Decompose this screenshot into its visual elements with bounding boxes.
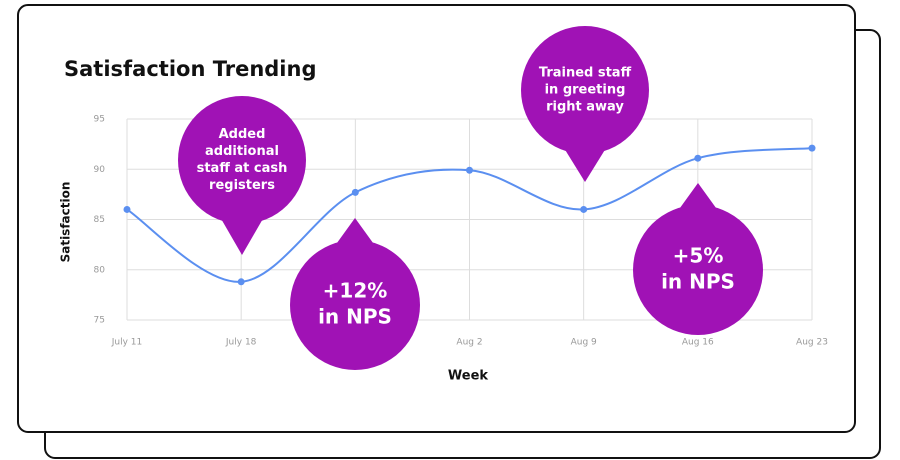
y-axis-label: Satisfaction	[59, 182, 73, 263]
annotation-text: in greeting	[545, 83, 626, 98]
point	[351, 188, 359, 196]
y-tick-label: 95	[94, 115, 105, 125]
annotation-pointer	[559, 140, 611, 182]
annotation-text: Trained staff	[539, 66, 632, 81]
annotation-bubble	[178, 96, 306, 224]
annotation-text: right away	[546, 99, 624, 114]
annotation: Added additional staff at cash registers	[178, 96, 306, 255]
point	[123, 205, 131, 213]
annotation-text: in NPS	[661, 270, 735, 294]
x-tick-label: Aug 23	[796, 338, 828, 348]
chart-title: Satisfaction Trending	[64, 57, 317, 81]
x-tick-label: July 11	[111, 338, 143, 348]
annotation-text: +12%	[323, 279, 388, 303]
point	[466, 166, 473, 174]
x-tick-label: Aug 9	[571, 338, 597, 348]
annotation-text: Added	[219, 127, 266, 142]
y-tick-label: 75	[94, 316, 105, 326]
annotation-text: +5%	[673, 244, 724, 268]
x-tick-label: Aug 2	[456, 338, 482, 348]
x-tick-label: Aug 16	[682, 338, 714, 348]
annotation-text: staff at cash	[197, 161, 288, 176]
annotation-bubble	[290, 240, 420, 370]
point	[808, 144, 816, 152]
annotation-text: registers	[209, 178, 275, 193]
point	[237, 278, 245, 286]
annotation-text: in NPS	[318, 305, 392, 329]
annotation-pointer	[216, 210, 268, 255]
y-tick-label: 80	[94, 265, 106, 275]
x-tick-label: July 18	[225, 338, 257, 348]
annotation-pointer	[329, 218, 381, 254]
annotation: +12%in NPS	[290, 218, 420, 370]
annotation-bubble	[633, 205, 763, 335]
point	[694, 154, 702, 162]
annotation-pointer	[672, 183, 724, 219]
annotation: +5%in NPS	[633, 183, 763, 335]
annotation-text: additional	[205, 144, 279, 159]
annotation-bubble	[521, 26, 649, 154]
point	[580, 205, 588, 213]
y-tick-label: 90	[94, 165, 106, 175]
y-tick-label: 85	[94, 215, 105, 225]
x-axis-label: Week	[448, 369, 489, 384]
